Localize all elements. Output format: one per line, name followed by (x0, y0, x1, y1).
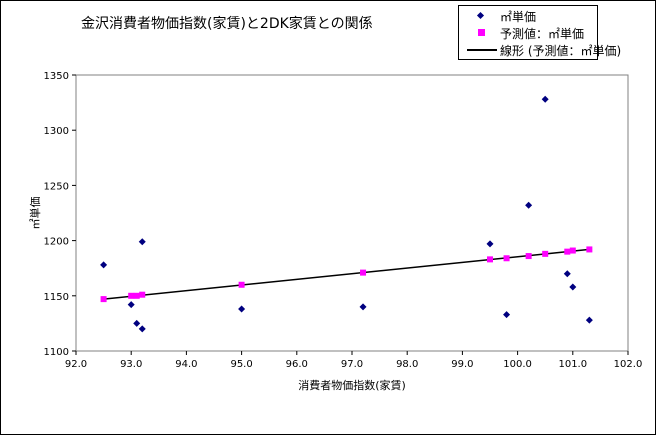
unit-price-point (585, 316, 593, 324)
unit-price-point (486, 240, 494, 248)
legend-key-line (467, 42, 497, 58)
x-tick-label: 97.0 (341, 359, 363, 370)
legend-label-unit-price: ㎡単価 (500, 9, 537, 24)
unit-price-point (541, 95, 549, 103)
x-axis-title: 消費者物価指数(家賃) (298, 378, 406, 392)
legend-entry-unit-price: ㎡単価 (467, 8, 536, 24)
unit-price-point (238, 305, 246, 313)
predicted-point (503, 255, 510, 262)
unit-price-point (138, 325, 146, 333)
legend: ㎡単価 予測値：㎡単価 線形 (予測値：㎡単価) (458, 5, 621, 60)
predicted-point (487, 256, 493, 263)
predicted-point (525, 253, 532, 260)
y-tick-label: 1350 (44, 71, 69, 82)
y-tick-label: 1300 (44, 126, 69, 137)
predicted-point (569, 247, 576, 254)
unit-price-point (127, 301, 135, 309)
x-tick-label: 98.0 (396, 359, 418, 370)
axes: 92.0 93.0 94.0 95.0 96.0 97.0 98.0 99.0 100.0 101… (44, 71, 643, 370)
y-axis-title: ㎡単価 (28, 197, 42, 230)
y-tick-label: 1200 (44, 237, 69, 248)
unit-price-point (503, 311, 511, 319)
predicted-point (139, 291, 146, 298)
predicted-point (100, 296, 107, 303)
predicted-point (133, 292, 140, 299)
unit-price-point (359, 303, 367, 311)
legend-entry-predicted: 予測値：㎡単価 (467, 25, 584, 41)
legend-label-predicted: 予測値：㎡単価 (500, 26, 585, 41)
x-tick-label: 92.0 (65, 359, 87, 370)
predicted-point (360, 269, 367, 276)
unit-price-point (563, 270, 571, 278)
x-tick-label: 101.0 (558, 359, 587, 370)
legend-key-square (467, 25, 497, 41)
unit-price-point (525, 201, 533, 209)
legend-label-trendline: 線形 (予測値：㎡単価) (500, 43, 622, 58)
predicted-point (238, 281, 245, 288)
unit-price-point (138, 238, 146, 246)
legend-entry-trendline: 線形 (予測値：㎡単価) (467, 42, 621, 58)
x-tick-label: 100.0 (503, 359, 532, 370)
data-marks (100, 95, 593, 333)
unit-price-point (133, 319, 141, 327)
predicted-point (586, 246, 593, 253)
x-tick-label: 102.0 (614, 359, 643, 370)
y-tick-label: 1150 (44, 292, 69, 303)
y-tick-label: 1250 (44, 181, 69, 192)
x-tick-label: 93.0 (120, 359, 142, 370)
x-tick-label: 96.0 (286, 359, 308, 370)
predicted-point (564, 248, 571, 255)
unit-price-point (569, 283, 577, 291)
chart-title: 金沢消費者物価指数(家賃)と2DK家賃との関係 (81, 16, 373, 32)
x-tick-label: 99.0 (451, 359, 473, 370)
x-tick-label: 95.0 (230, 359, 252, 370)
x-tick-label: 94.0 (175, 359, 197, 370)
legend-key-diamond (467, 8, 497, 24)
predicted-point (542, 250, 549, 257)
y-tick-label: 1100 (44, 347, 69, 358)
plot-area (75, 74, 629, 352)
unit-price-point (100, 261, 108, 269)
predicted-point (128, 292, 135, 299)
